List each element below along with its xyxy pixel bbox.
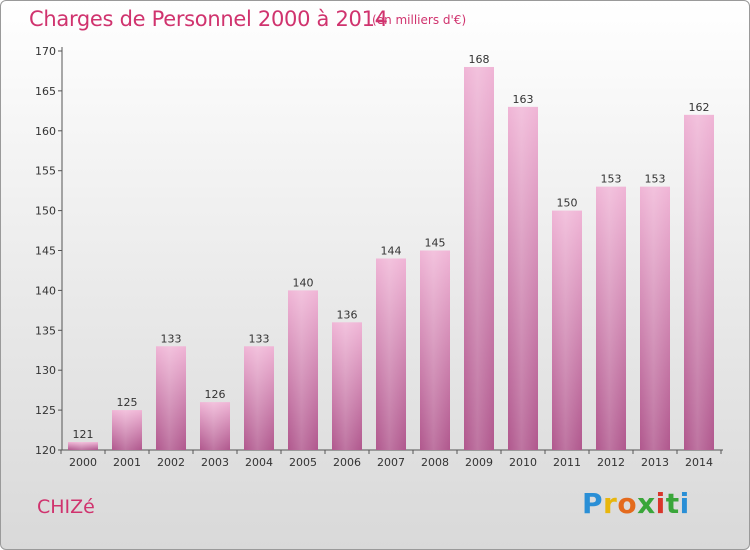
bar-highlight bbox=[420, 250, 450, 450]
bar-highlight bbox=[640, 186, 670, 450]
x-tick-label: 2010 bbox=[509, 456, 537, 469]
bar-highlight bbox=[552, 210, 582, 450]
bar-highlight bbox=[244, 346, 274, 450]
bar-value-label: 150 bbox=[557, 197, 578, 210]
x-tick-label: 2012 bbox=[597, 456, 625, 469]
y-tick-label: 170 bbox=[35, 45, 56, 58]
x-tick-label: 2004 bbox=[245, 456, 273, 469]
bar-value-label: 133 bbox=[161, 332, 182, 345]
proxiti-logo[interactable]: Proxiti bbox=[582, 487, 690, 520]
x-tick-label: 2013 bbox=[641, 456, 669, 469]
logo-letter: i bbox=[679, 487, 690, 520]
x-tick-label: 2000 bbox=[69, 456, 97, 469]
y-tick-label: 130 bbox=[35, 364, 56, 377]
bar-highlight bbox=[68, 442, 98, 450]
logo-letter: P bbox=[582, 487, 604, 520]
bar-value-label: 162 bbox=[689, 101, 710, 114]
x-tick-label: 2014 bbox=[685, 456, 713, 469]
chart-title: Charges de Personnel 2000 à 2014 bbox=[29, 7, 388, 31]
bar-highlight bbox=[464, 66, 494, 451]
bar-value-label: 133 bbox=[249, 332, 270, 345]
bar-value-label: 121 bbox=[73, 428, 94, 441]
bar-highlight bbox=[288, 290, 318, 450]
bar-value-label: 163 bbox=[513, 93, 534, 106]
bar-value-label: 168 bbox=[469, 53, 490, 66]
bar-value-label: 153 bbox=[645, 173, 666, 186]
bar-highlight bbox=[332, 322, 362, 450]
bar-highlight bbox=[112, 410, 142, 450]
bars bbox=[68, 66, 714, 451]
y-tick-label: 165 bbox=[35, 85, 56, 98]
bar-value-label: 144 bbox=[381, 244, 402, 257]
logo-letter: r bbox=[603, 487, 618, 520]
town-name: CHIZé bbox=[37, 496, 95, 518]
logo-letter: t bbox=[665, 487, 680, 520]
bar-value-label: 140 bbox=[293, 276, 314, 289]
bar-highlight bbox=[200, 402, 230, 450]
x-tick-label: 2005 bbox=[289, 456, 317, 469]
x-tick-label: 2011 bbox=[553, 456, 581, 469]
logo-letter: o bbox=[617, 487, 638, 520]
bar-highlight bbox=[684, 114, 714, 450]
x-tick-label: 2008 bbox=[421, 456, 449, 469]
x-tick-label: 2009 bbox=[465, 456, 493, 469]
x-tick-label: 2001 bbox=[113, 456, 141, 469]
bar-highlight bbox=[156, 346, 186, 450]
y-tick-label: 145 bbox=[35, 245, 56, 258]
bar-value-label: 145 bbox=[425, 237, 446, 250]
chart-unit-label: (en milliers d'€) bbox=[372, 13, 467, 27]
bar-highlight bbox=[596, 186, 626, 450]
x-tick-label: 2002 bbox=[157, 456, 185, 469]
x-tick-label: 2007 bbox=[377, 456, 405, 469]
x-tick-label: 2006 bbox=[333, 456, 361, 469]
bar-highlight bbox=[508, 106, 538, 451]
y-tick-label: 120 bbox=[35, 444, 56, 457]
bar-value-label: 125 bbox=[117, 396, 138, 409]
x-tick-label: 2003 bbox=[201, 456, 229, 469]
y-tick-label: 135 bbox=[35, 324, 56, 337]
y-tick-label: 150 bbox=[35, 205, 56, 218]
y-tick-label: 125 bbox=[35, 404, 56, 417]
value-labels: 121 125 133 126 133 140 136 144 145 168 163 150 153 1… bbox=[73, 53, 710, 441]
axes: 120 125 130 135 140 145 150 155 160 165 170 2000 200… bbox=[35, 45, 723, 469]
logo-letter: i bbox=[655, 487, 666, 520]
bar-value-label: 153 bbox=[601, 173, 622, 186]
bar-value-label: 136 bbox=[337, 308, 358, 321]
y-tick-label: 160 bbox=[35, 125, 56, 138]
bar-highlight bbox=[376, 258, 406, 450]
y-tick-label: 140 bbox=[35, 284, 56, 297]
logo-letter: x bbox=[637, 487, 656, 520]
bar-value-label: 126 bbox=[205, 388, 226, 401]
y-tick-label: 155 bbox=[35, 165, 56, 178]
